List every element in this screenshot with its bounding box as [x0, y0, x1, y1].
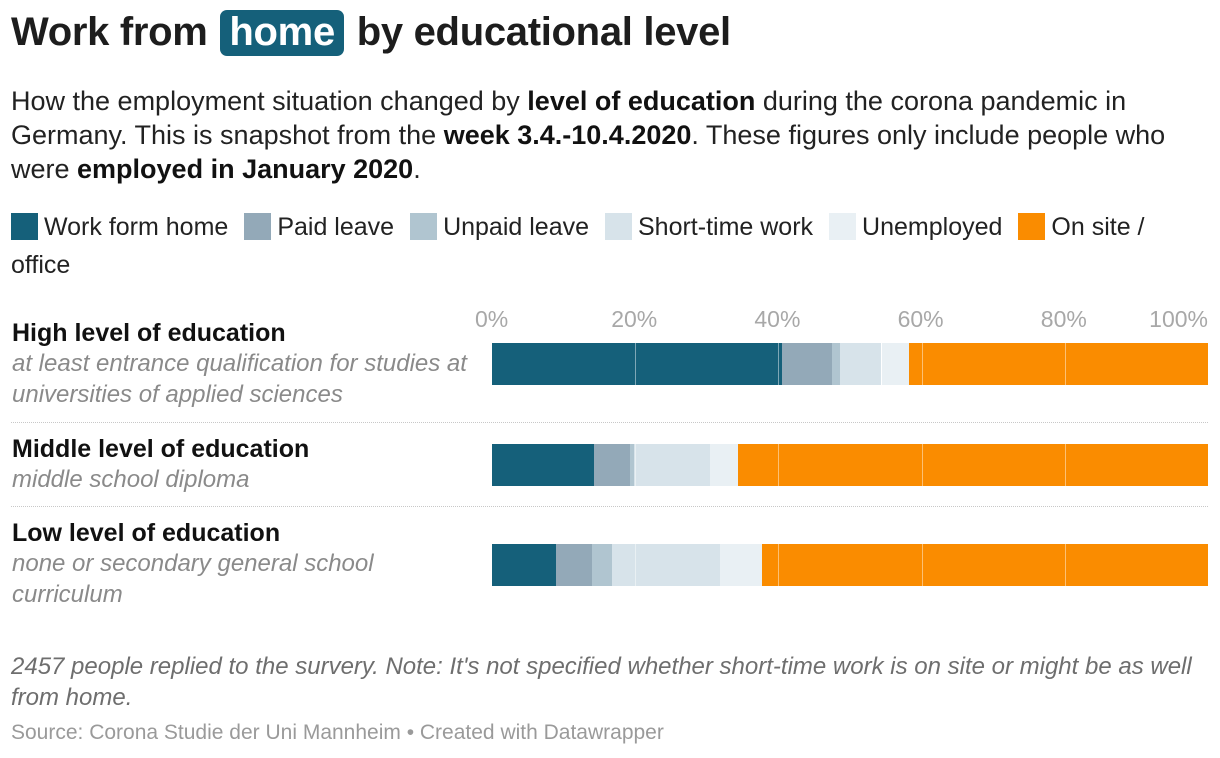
- bar-segment-unemployed: [719, 544, 762, 586]
- category-label: Middle level of education: [12, 435, 310, 463]
- gridline: [1064, 444, 1066, 486]
- gridline: [635, 343, 637, 385]
- subtitle-bold-3: employed in January 2020: [77, 154, 414, 184]
- category-sublabel: middle school diploma: [12, 466, 250, 493]
- stacked-bar-high: [492, 343, 1208, 385]
- gridline: [1064, 343, 1066, 385]
- legend-label: Unemployed: [862, 213, 1003, 241]
- bar-segment-unpaid-leave: [591, 544, 612, 586]
- title-highlight: home: [220, 10, 344, 56]
- bar-segment-on-site-office: [738, 444, 1208, 486]
- x-tick-label: 100%: [1149, 306, 1208, 332]
- legend-item: Short-time work: [605, 213, 813, 241]
- row-label-high: High level of education at least entranc…: [12, 318, 482, 410]
- title-before: Work from: [11, 10, 208, 54]
- bar-segment-short-time-work: [839, 343, 882, 385]
- bar-segment-on-site-office: [761, 544, 1208, 586]
- bar-segment-work-form-home: [492, 444, 595, 486]
- bar-segment-paid-leave: [594, 444, 631, 486]
- stacked-bar-low: [492, 544, 1208, 586]
- legend-swatch: [410, 213, 438, 240]
- subtitle-text-4: .: [413, 154, 421, 184]
- category-sublabel: none or secondary general school curricu…: [12, 550, 374, 608]
- bar-segment-unpaid-leave: [832, 343, 840, 385]
- bar-segment-short-time-work: [611, 544, 720, 586]
- bar-segment-paid-leave: [555, 544, 592, 586]
- bar-segment-on-site-office: [909, 343, 1208, 385]
- legend-label: Paid leave: [277, 213, 395, 241]
- stacked-bar-middle: [492, 444, 1208, 486]
- gridline: [778, 544, 780, 586]
- gridline: [921, 343, 923, 385]
- subtitle-bold-1: level of education: [527, 86, 756, 116]
- category-sublabel: at least entrance qualification for stud…: [12, 350, 467, 408]
- gridline: [1064, 544, 1066, 586]
- x-tick-label: 0%: [475, 306, 509, 332]
- chart-title: Work from home by educational level: [11, 10, 731, 56]
- bar-segment-unemployed: [881, 343, 910, 385]
- legend-label: Work form home: [44, 213, 229, 241]
- legend-swatch: [11, 213, 38, 240]
- subtitle-bold-2: week 3.4.-10.4.2020: [443, 120, 692, 150]
- chart-source: Source: Corona Studie der Uni Mannheim •…: [11, 721, 664, 744]
- bar-segment-unemployed: [710, 444, 739, 486]
- gridline: [921, 544, 923, 586]
- legend-item: Work form home: [11, 213, 228, 241]
- x-tick-label: 20%: [611, 306, 658, 332]
- gridline: [635, 544, 637, 586]
- row-separator: [11, 422, 1208, 423]
- legend-item: Paid leave: [244, 213, 394, 241]
- gridline: [921, 444, 923, 486]
- row-label-middle: Middle level of education middle school …: [12, 434, 482, 495]
- gridline: [778, 444, 780, 486]
- legend-item: Unpaid leave: [410, 213, 589, 241]
- subtitle-text-2: during the corona pandemic in Germany. T…: [11, 86, 1127, 150]
- legend: Work form home Paid leave Unpaid leave Shor…: [11, 208, 1216, 284]
- title-after: by educational level: [356, 10, 731, 54]
- legend-item: On site / office: [11, 213, 1145, 279]
- legend-swatch: [829, 213, 857, 240]
- x-tick-label: 60%: [897, 306, 944, 332]
- x-tick-label: 80%: [1040, 306, 1087, 332]
- row-label-low: Low level of education none or secondary…: [12, 518, 482, 610]
- legend-swatch: [605, 213, 632, 240]
- bar-segment-work-form-home: [492, 544, 556, 586]
- bar-segment-work-form-home: [492, 343, 782, 385]
- gridline: [778, 343, 780, 385]
- bar-segment-paid-leave: [781, 343, 833, 385]
- legend-swatch: [1018, 213, 1046, 240]
- gridline: [635, 444, 637, 486]
- chart-note: 2457 people replied to the survery. Note…: [11, 653, 1192, 711]
- category-label: Low level of education: [12, 519, 281, 547]
- legend-label: On site / office: [11, 213, 1145, 279]
- bar-segment-unpaid-leave: [630, 444, 634, 486]
- bar-segment-short-time-work: [633, 444, 711, 486]
- x-tick-label: 40%: [754, 306, 801, 332]
- legend-label: Unpaid leave: [443, 213, 589, 241]
- legend-item: Unemployed: [829, 213, 1002, 241]
- category-label: High level of education: [12, 319, 286, 347]
- subtitle-text-3: . These figures only include people who …: [11, 120, 1166, 184]
- row-separator: [11, 506, 1208, 507]
- legend-label: Short-time work: [638, 213, 814, 241]
- subtitle-text-1: How the employment situation changed by: [11, 86, 528, 116]
- legend-swatch: [244, 213, 272, 240]
- chart-subtitle: How the employment situation changed by …: [11, 84, 1211, 186]
